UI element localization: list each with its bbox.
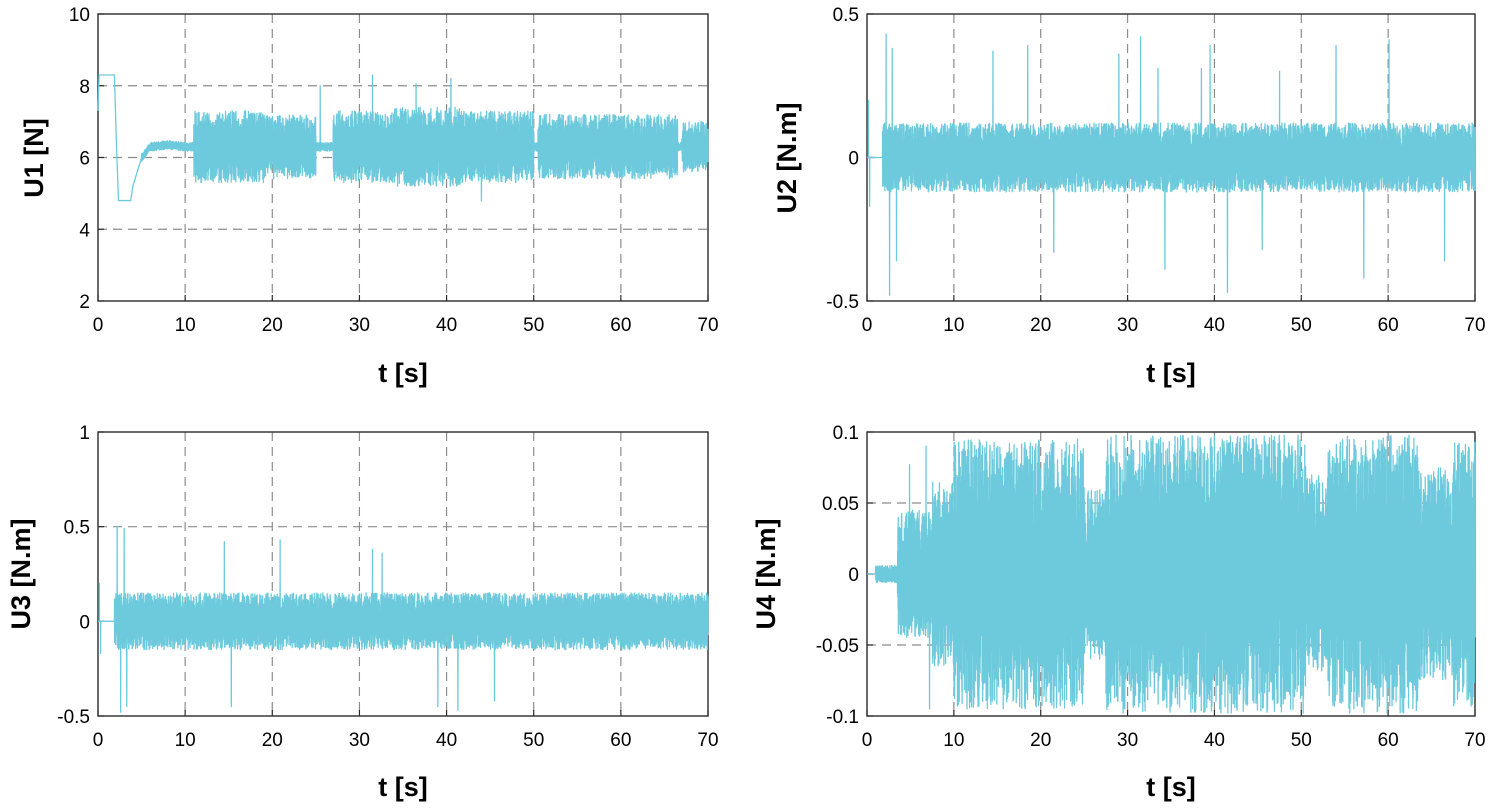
x-tick-label: 70 <box>697 730 718 751</box>
y-tick-label: 8 <box>79 77 90 98</box>
x-tick-label: 70 <box>1464 730 1485 751</box>
x-tick-label: 0 <box>93 315 104 336</box>
x-tick-label: 50 <box>523 730 544 751</box>
y-axis-label: U4 [N.m] <box>751 518 781 629</box>
x-tick-label: 30 <box>1117 730 1138 751</box>
series-line-u4 <box>866 434 1476 714</box>
y-tick-label: 1 <box>79 423 90 444</box>
y-tick-label: 0.5 <box>833 5 859 26</box>
x-tick-label: 30 <box>349 730 370 751</box>
series-group <box>866 33 1476 296</box>
x-tick-label: 10 <box>943 315 964 336</box>
x-tick-label: 50 <box>523 315 544 336</box>
x-tick-label: 50 <box>1291 315 1312 336</box>
x-tick-label: 40 <box>436 315 457 336</box>
series-group <box>97 526 709 713</box>
y-axis-label: U2 [N.m] <box>772 102 802 213</box>
x-tick-label: 70 <box>1464 315 1485 336</box>
ticks: 0 10 20 30 40 50 60 70-0.500.5 <box>826 5 1485 336</box>
x-tick-label: 40 <box>436 730 457 751</box>
x-axis-label: t [s] <box>1146 772 1196 802</box>
y-tick-label: 0.05 <box>822 494 859 515</box>
plot-area <box>97 431 709 717</box>
x-tick-label: 20 <box>262 730 283 751</box>
x-tick-label: 20 <box>262 315 283 336</box>
ticks: 0 10 20 30 40 50 60 70-0.500.51 <box>57 423 718 751</box>
y-tick-label: 6 <box>79 149 90 170</box>
series-line-u2 <box>866 33 1476 296</box>
x-tick-label: 20 <box>1030 315 1051 336</box>
y-tick-label: -0.05 <box>816 636 859 657</box>
chart-u4: 0 10 20 30 40 50 60 70 -0.1 -0.05 0 0.05 0.1 t [s] U… <box>751 423 1486 802</box>
x-tick-label: 30 <box>349 315 370 336</box>
x-tick-label: 20 <box>1030 730 1051 751</box>
x-tick-label: 30 <box>1117 315 1138 336</box>
x-tick-label: 60 <box>610 730 631 751</box>
x-tick-label: 10 <box>175 315 196 336</box>
grid <box>98 432 708 716</box>
y-tick-label: -0.1 <box>826 707 859 728</box>
x-tick-label: 10 <box>175 730 196 751</box>
x-axis-label: t [s] <box>378 772 428 802</box>
x-tick-label: 10 <box>943 730 964 751</box>
x-tick-label: 60 <box>1378 730 1399 751</box>
x-tick-label: 40 <box>1204 315 1225 336</box>
y-tick-label: 0.5 <box>64 518 90 539</box>
series-line-u3 <box>97 526 709 713</box>
x-axis-label: t [s] <box>1146 358 1196 388</box>
y-tick-label: -0.5 <box>826 292 859 313</box>
y-tick-label: 4 <box>79 220 90 241</box>
y-tick-label: -0.5 <box>57 707 90 728</box>
series-group <box>866 434 1476 714</box>
x-tick-label: 40 <box>1204 730 1225 751</box>
x-tick-label: 50 <box>1291 730 1312 751</box>
y-tick-label: 0.1 <box>833 423 859 444</box>
ticks: 0 10 20 30 40 50 60 70 -0.1 -0.05 0 0.05 0.1 <box>816 423 1486 751</box>
x-tick-label: 60 <box>610 315 631 336</box>
y-tick-label: 10 <box>69 5 90 26</box>
chart-u3: 0 10 20 30 40 50 60 70-0.500.51 t [s] U3 [N.m] <box>6 423 719 802</box>
series-line-u1 <box>97 74 709 202</box>
x-tick-label: 60 <box>1378 315 1399 336</box>
ticks: 0 10 20 30 40 50 60 70 2 4 6 8 10 <box>69 5 719 336</box>
series-group <box>97 74 709 202</box>
x-tick-label: 0 <box>862 730 873 751</box>
y-axis-label: U1 [N] <box>19 118 49 198</box>
y-tick-label: 0 <box>848 149 859 170</box>
y-tick-label: 2 <box>79 292 90 313</box>
y-axis-label: U3 [N.m] <box>6 518 36 629</box>
y-tick-label: 0 <box>79 612 90 633</box>
chart-u1: 0 10 20 30 40 50 60 70 2 4 6 8 10 t [s] U1 [N] <box>19 5 719 388</box>
x-tick-label: 0 <box>862 315 873 336</box>
x-tick-label: 70 <box>697 315 718 336</box>
x-axis-label: t [s] <box>378 358 428 388</box>
y-tick-label: 0 <box>848 565 859 586</box>
chart-u2: 0 10 20 30 40 50 60 70-0.500.5 t [s] U2 [N.m] <box>772 5 1486 388</box>
x-tick-label: 0 <box>93 730 104 751</box>
